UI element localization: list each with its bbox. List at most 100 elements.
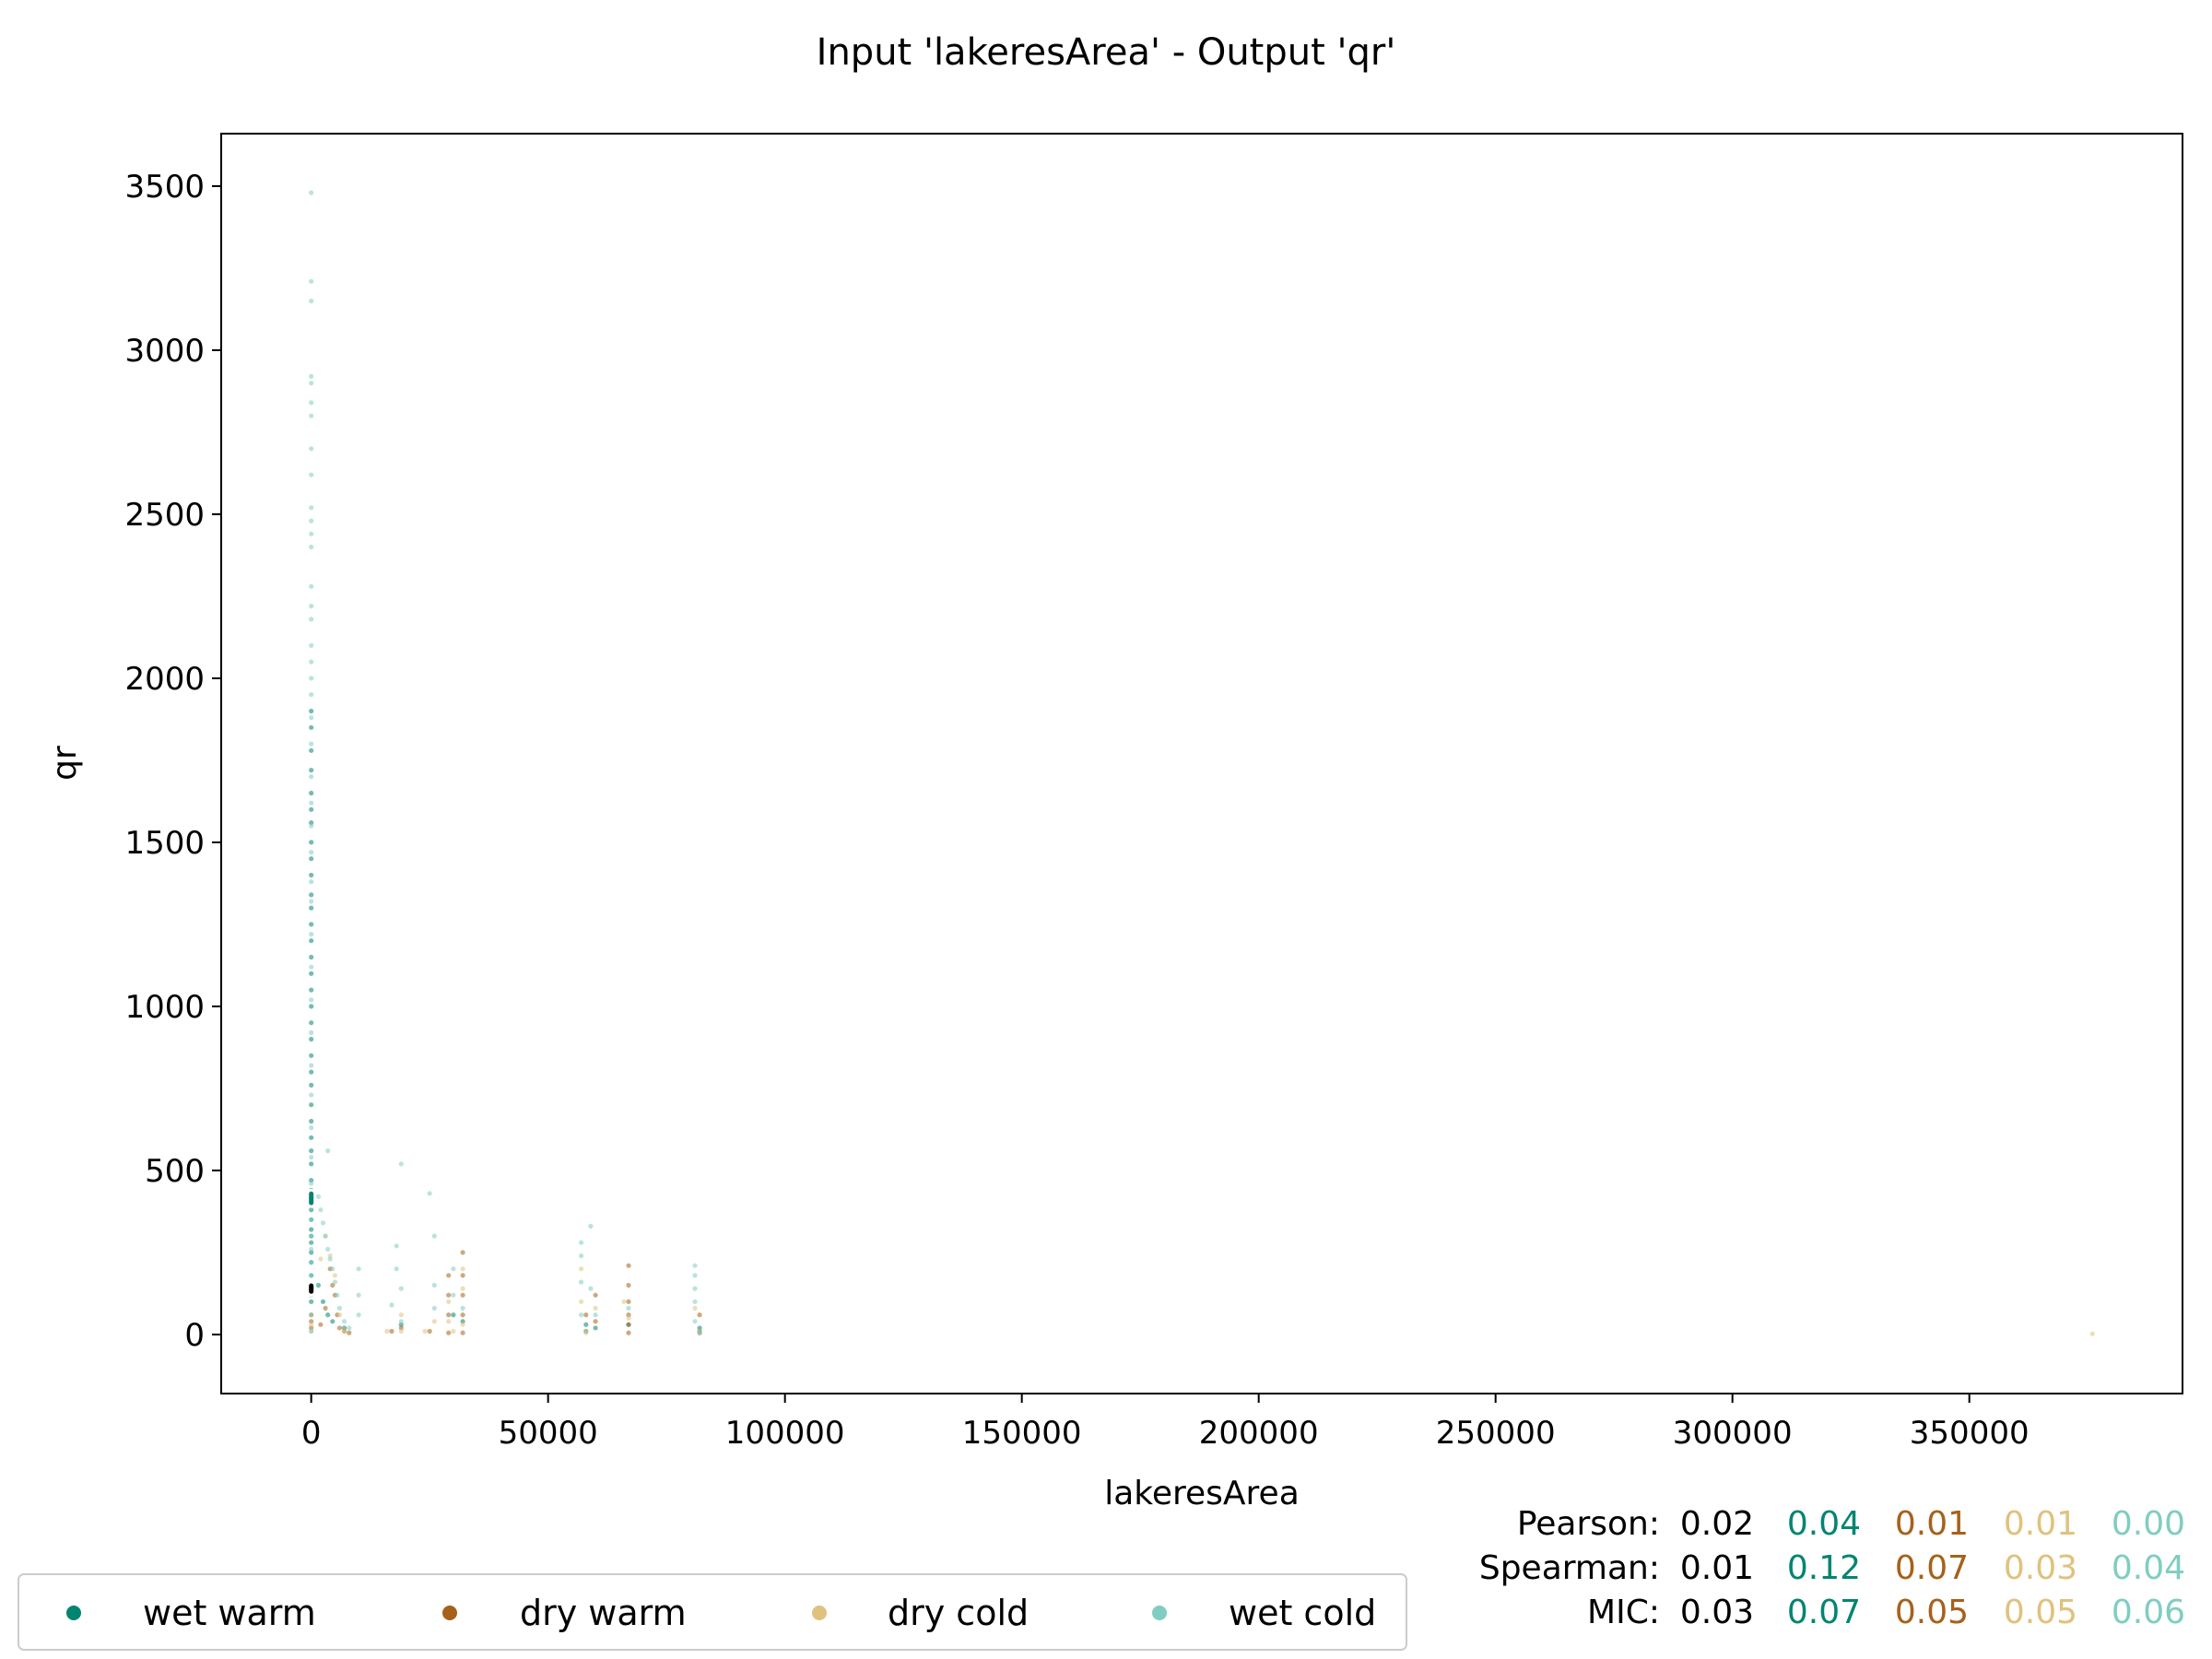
stat-value: 0.07 xyxy=(1895,1549,1969,1587)
point-dry-cold xyxy=(446,1319,452,1324)
point-dry-warm xyxy=(460,1292,465,1298)
point-dry-cold xyxy=(460,1286,465,1291)
point-wet-cold xyxy=(394,1243,399,1249)
point-wet-cold xyxy=(394,1266,399,1272)
point-wet-cold xyxy=(309,1155,314,1160)
legend-label-dry-warm: dry warm xyxy=(520,1593,687,1633)
point-dry-cold xyxy=(332,1273,337,1278)
point-wet-cold xyxy=(318,1207,324,1213)
point-wet-cold xyxy=(325,1148,331,1154)
point-wet-cold xyxy=(342,1319,347,1324)
point-wet-warm xyxy=(309,724,314,730)
point-wet-cold xyxy=(320,1220,326,1226)
point-dry-warm xyxy=(593,1319,598,1324)
point-wet-cold xyxy=(309,604,314,609)
point-dry-warm xyxy=(389,1328,394,1334)
point-dry-warm xyxy=(427,1328,432,1334)
point-wet-warm xyxy=(342,1325,347,1331)
point-wet-warm xyxy=(309,790,314,796)
x-tick-label: 0 xyxy=(301,1415,322,1452)
point-wet-warm xyxy=(593,1325,598,1331)
point-dry-warm xyxy=(460,1312,465,1318)
point-wet-warm xyxy=(309,892,314,898)
stat-value: 0.05 xyxy=(1895,1594,1969,1631)
stat-value: 0.03 xyxy=(1680,1594,1754,1631)
point-wet-warm xyxy=(309,987,314,993)
point-dry-cold xyxy=(318,1256,324,1262)
point-wet-cold xyxy=(309,1063,314,1068)
scatter-marks xyxy=(306,190,2095,1336)
point-wet-cold xyxy=(309,446,314,452)
x-tick-label: 250000 xyxy=(1436,1415,1556,1452)
point-wet-warm xyxy=(309,1082,314,1088)
stat-value: 0.12 xyxy=(1787,1549,1861,1587)
x-tick-label: 150000 xyxy=(962,1415,1082,1452)
point-dry-warm xyxy=(697,1312,702,1318)
point-wet-cold xyxy=(309,1233,314,1239)
point-wet-cold xyxy=(332,1279,337,1285)
point-wet-cold xyxy=(579,1253,584,1259)
stat-label-mic: MIC: xyxy=(1587,1594,1660,1631)
point-dry-warm xyxy=(309,1325,314,1331)
point-wet-cold xyxy=(309,531,314,536)
point-wet-cold xyxy=(309,373,314,379)
point-dry-cold xyxy=(460,1266,465,1272)
point-dry-warm xyxy=(626,1299,631,1304)
point-wet-cold xyxy=(309,518,314,524)
point-wet-cold xyxy=(309,505,314,511)
y-tick-label: 3500 xyxy=(124,169,205,206)
plot-frame xyxy=(220,133,2183,1394)
overlay-wet-warm xyxy=(306,1188,317,1208)
point-wet-cold xyxy=(309,964,314,970)
point-wet-cold xyxy=(692,1286,698,1291)
point-dry-warm xyxy=(336,1325,343,1331)
point-wet-cold xyxy=(327,1256,333,1262)
point-wet-cold xyxy=(692,1319,698,1324)
point-wet-warm xyxy=(309,1020,314,1026)
point-wet-cold xyxy=(330,1266,335,1272)
stat-value: 0.02 xyxy=(1680,1505,1754,1543)
point-wet-cold xyxy=(336,1305,343,1311)
legend-marker-dry-warm xyxy=(442,1606,457,1620)
point-wet-cold xyxy=(579,1279,584,1285)
point-wet-warm xyxy=(309,1299,314,1304)
y-tick-label: 1000 xyxy=(124,989,205,1026)
point-dry-warm xyxy=(626,1322,631,1327)
point-wet-warm xyxy=(309,1069,314,1075)
point-dry-warm xyxy=(626,1282,631,1288)
point-wet-cold xyxy=(309,617,314,622)
point-wet-cold xyxy=(309,932,314,937)
point-wet-warm xyxy=(320,1299,326,1304)
point-wet-warm xyxy=(309,856,314,862)
y-tick-label: 2500 xyxy=(124,497,205,534)
point-wet-cold xyxy=(398,1286,404,1291)
series-wet-cold xyxy=(309,190,702,1335)
point-dry-cold xyxy=(398,1328,404,1334)
point-dry-warm xyxy=(323,1305,328,1311)
point-wet-cold xyxy=(588,1223,594,1229)
point-wet-cold xyxy=(427,1191,432,1196)
point-wet-cold xyxy=(626,1305,631,1311)
legend-label-wet-cold: wet cold xyxy=(1229,1593,1376,1633)
point-wet-cold xyxy=(579,1240,584,1245)
point-wet-cold xyxy=(451,1292,456,1298)
legend-marker-dry-cold xyxy=(812,1606,827,1620)
point-wet-cold xyxy=(451,1266,456,1272)
point-wet-cold xyxy=(309,381,314,386)
stat-value: 0.06 xyxy=(2112,1594,2185,1631)
legend-marker-wet-warm xyxy=(66,1606,81,1620)
point-dry-warm xyxy=(460,1250,465,1255)
point-wet-cold xyxy=(309,1328,314,1334)
point-wet-warm xyxy=(309,768,314,773)
stat-value: 0.01 xyxy=(2004,1505,2077,1543)
point-wet-warm xyxy=(309,922,314,927)
y-tick-label: 3000 xyxy=(124,333,205,370)
point-wet-warm xyxy=(309,1135,314,1140)
x-tick-label: 300000 xyxy=(1673,1415,1793,1452)
point-wet-cold xyxy=(309,1125,314,1131)
point-dry-cold xyxy=(692,1305,698,1311)
point-wet-cold xyxy=(389,1302,394,1308)
point-wet-warm xyxy=(309,1207,314,1213)
stat-value: 0.00 xyxy=(2112,1505,2185,1543)
